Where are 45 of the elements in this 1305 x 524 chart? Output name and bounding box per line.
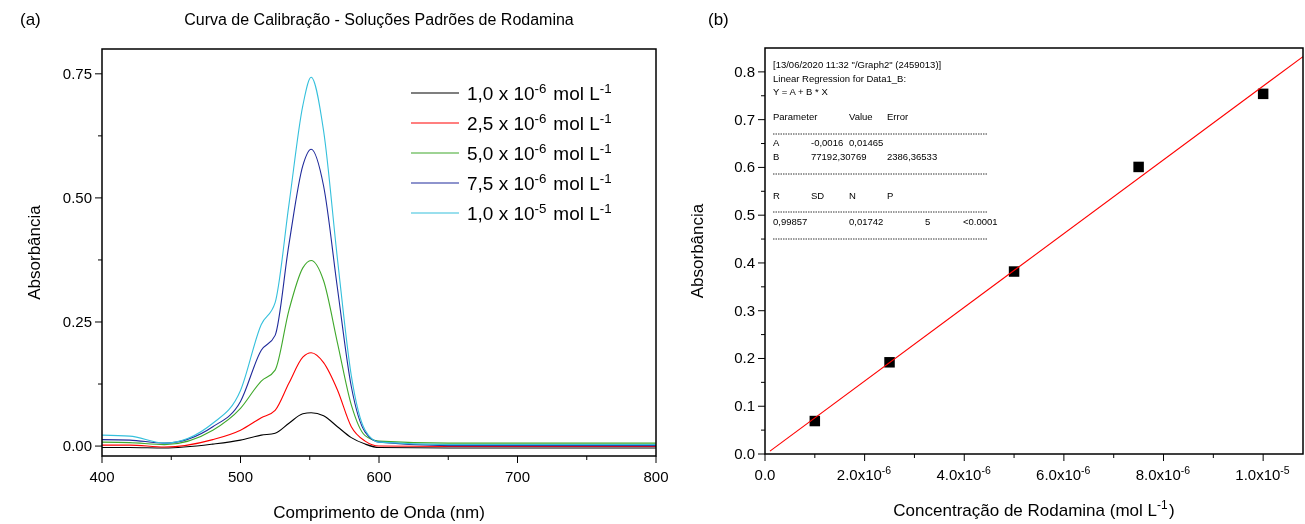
x-tick-label: 700 <box>504 468 531 485</box>
legend-label: 2,5 x 10$^{-6}$ mol L$^{-1}$ <box>467 110 612 134</box>
chart-title: Curva de Calibração - Soluções Padrões de Rodamina <box>184 11 574 28</box>
x-tick-label: 500 <box>227 468 254 485</box>
y-tick-label: 0.75 <box>62 64 92 82</box>
text: (b) <box>708 10 729 29</box>
y-tick-label: 0.4 <box>734 253 755 271</box>
y-tick-label: 0.6 <box>734 158 755 176</box>
annotation: Linear Regression for Data1_B: <box>773 72 907 84</box>
y-tick-label: 0.7 <box>734 110 755 128</box>
point <box>1133 161 1144 173</box>
x-tick-label: 6.0x10$^{-6}$ <box>1036 464 1091 483</box>
x-tick-label: 2.0x10$^{-6}$ <box>836 464 892 483</box>
legend-label: 1,0 x 10$^{-6}$ mol L$^{-1}$ <box>467 80 612 104</box>
y-tick-label: 0.00 <box>62 437 92 455</box>
x-tick-label: 800 <box>643 468 669 485</box>
x-tick-label: 4.0x10$^{-6}$ <box>936 464 991 483</box>
y-axis-title: Absorbância <box>25 204 44 300</box>
y-tick-label: 0.3 <box>734 301 755 319</box>
x-tick-label: 600 <box>366 468 392 485</box>
y-tick-label: 0.2 <box>734 349 755 367</box>
y-tick-label: 0.8 <box>734 62 755 80</box>
x-tick-label: 1.0x10$^{-5}$ <box>1235 464 1290 483</box>
legend-label: 1,0 x 10$^{-5}$ mol L$^{-1}$ <box>467 200 612 224</box>
legend-label: 7,5 x 10$^{-6}$ mol L$^{-1}$ <box>467 170 612 194</box>
x-tick-label: 0.0 <box>754 466 776 483</box>
x-tick-label: 8.0x10$^{-6}$ <box>1135 464 1191 483</box>
text: R SD N P <box>773 190 894 201</box>
x-axis-title: Comprimento de Onda (nm) <box>273 503 485 522</box>
text: 0,99857 0,01742 5 <0.0001 <box>773 216 998 227</box>
y-tick-label: 0.25 <box>62 312 92 330</box>
text: Parameter Value Error <box>773 111 909 122</box>
y-tick-label: 0.5 <box>734 206 755 224</box>
x-axis-title: Concentração de Rodamina (mol L$^{-1}$) <box>893 498 1175 520</box>
y-tick-label: 0.0 <box>734 445 755 462</box>
annotation: Y = A + B * X <box>773 86 829 97</box>
text: B 77192,30769 2386,36533 <box>773 151 938 162</box>
x-tick-label: 400 <box>89 468 115 485</box>
y-axis-title: Absorbância <box>688 203 707 299</box>
annotation: [13/06/2020 11:32 "/Graph2" (2459013)] <box>773 59 942 70</box>
text: (a) <box>20 10 41 29</box>
legend-label: 5,0 x 10$^{-6}$ mol L$^{-1}$ <box>467 140 612 164</box>
text: A -0,0016 0,01465 <box>773 137 884 148</box>
y-tick-label: 0.50 <box>62 188 92 206</box>
y-tick-label: 0.1 <box>734 397 755 415</box>
